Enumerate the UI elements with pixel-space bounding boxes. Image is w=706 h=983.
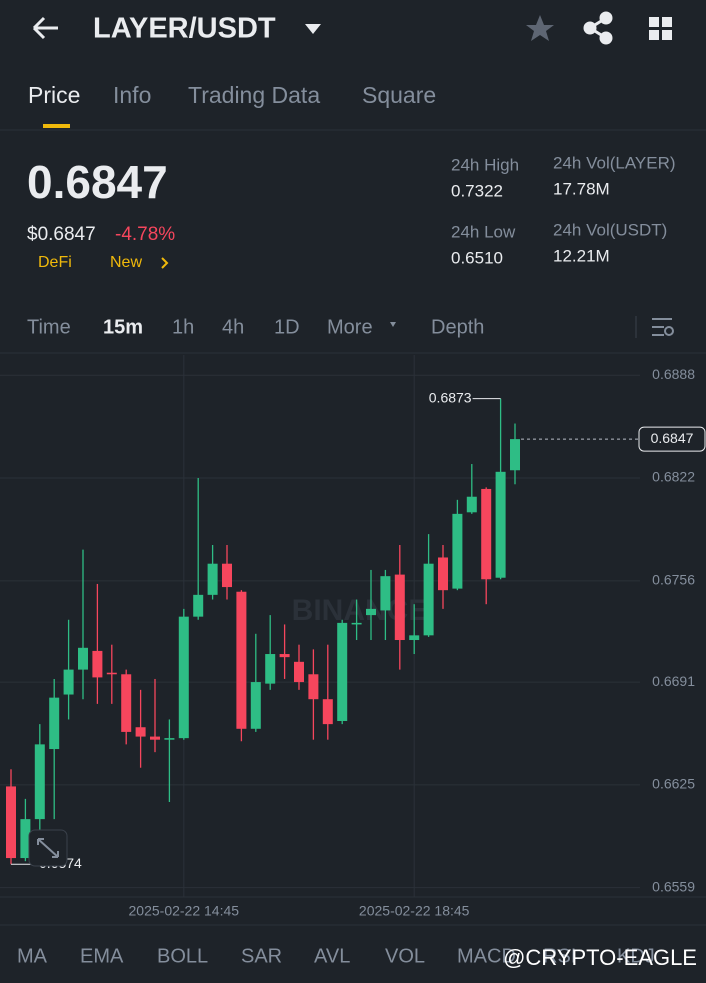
high-label: 0.6873 (429, 389, 472, 405)
timeframe[interactable]: More (327, 316, 373, 338)
candle-body (279, 654, 290, 658)
candle-body (366, 608, 376, 616)
tag[interactable]: New (110, 254, 142, 271)
indicator[interactable]: AVL (314, 945, 350, 967)
candle-body (351, 622, 362, 625)
stat-value: 0.6510 (451, 248, 503, 267)
candle-body (409, 635, 420, 641)
candle-body (150, 736, 160, 740)
candle-body (452, 513, 463, 589)
timeframe[interactable]: 1h (172, 316, 194, 338)
candle-body (322, 699, 333, 725)
candle-body (481, 488, 492, 580)
timeframe[interactable]: 15m (103, 316, 143, 338)
candle-body (510, 439, 520, 471)
current-price: 0.6847 (651, 430, 694, 446)
indicator[interactable]: MACD (457, 945, 516, 967)
y-tick-label: 0.6888 (652, 366, 695, 382)
price-change: -4.78% (115, 224, 175, 245)
share-icon[interactable] (583, 11, 613, 45)
tab[interactable]: Square (362, 82, 436, 108)
timeframe[interactable]: Time (27, 316, 71, 338)
y-tick-label: 0.6756 (652, 572, 695, 588)
y-tick-label: 0.6691 (652, 673, 695, 689)
candle-body (394, 574, 405, 641)
candle-body (337, 622, 348, 722)
star-icon[interactable] (526, 15, 554, 41)
candle-body (423, 563, 434, 636)
timeframe[interactable]: 4h (222, 316, 244, 338)
candle-body (178, 616, 189, 739)
candle-body (193, 594, 204, 617)
candle-body (106, 672, 117, 675)
candle-body (294, 661, 304, 683)
candle-body (49, 697, 60, 750)
stat-label: 24h Vol(LAYER) (553, 153, 676, 172)
price-box (638, 426, 706, 452)
candle-body (438, 557, 448, 591)
x-tick-label: 2025-02-22 18:45 (359, 903, 470, 919)
candle-body (380, 576, 391, 611)
stat-label: 24h High (451, 155, 519, 174)
candle-body (466, 496, 477, 513)
usd-price: $0.6847 (27, 224, 96, 245)
candle-body (308, 674, 319, 700)
y-tick-label: 0.6822 (652, 469, 695, 485)
indicator[interactable]: VOL (385, 945, 425, 967)
y-tick-label: 0.6625 (652, 776, 695, 792)
dropdown-icon[interactable] (305, 24, 321, 34)
candle-body (78, 647, 88, 670)
indicator[interactable]: RSI (543, 945, 576, 967)
candle-body (6, 786, 16, 859)
candle-body (92, 650, 103, 678)
candle-body (20, 819, 31, 859)
chart-watermark: BINANCE (292, 594, 429, 627)
candle-body (34, 744, 45, 820)
indicator[interactable]: KDJ (617, 945, 655, 967)
stat-value: 17.78M (553, 179, 610, 198)
candle-body (250, 682, 261, 729)
indicator[interactable]: SAR (241, 945, 282, 967)
back-arrow[interactable] (32, 16, 58, 40)
last-price: 0.6847 (27, 156, 168, 208)
tag[interactable]: DeFi (38, 254, 72, 271)
candle-body (135, 727, 146, 737)
candle-body (236, 591, 247, 729)
expand-icon (37, 838, 59, 858)
stat-label: 24h Low (451, 222, 516, 241)
candle-body (265, 654, 276, 684)
tab-underline (43, 124, 70, 128)
settings-icon[interactable] (652, 318, 674, 336)
tab[interactable]: Price (28, 82, 80, 108)
candle-body (63, 669, 74, 695)
pair-title[interactable]: LAYER/USDT (93, 13, 276, 45)
chevron (161, 257, 169, 269)
watermark: @CRYPTO-EAGLE (503, 945, 697, 970)
stat-value: 0.7322 (451, 181, 503, 200)
candle-body (495, 471, 506, 578)
x-tick-label: 2025-02-22 14:45 (129, 903, 240, 919)
timeframe[interactable]: 1D (274, 316, 300, 338)
timeframe[interactable]: Depth (431, 316, 484, 338)
stat-value: 12.21M (553, 246, 610, 265)
indicator[interactable]: EMA (80, 945, 124, 967)
grid-icon[interactable] (649, 17, 672, 40)
candle-body (164, 738, 175, 740)
candle-body (121, 674, 132, 732)
candle-body (222, 563, 232, 588)
candle-body (207, 563, 218, 595)
indicator[interactable]: BOLL (157, 945, 208, 967)
tab[interactable]: Info (113, 82, 151, 108)
y-tick-label: 0.6559 (652, 878, 695, 894)
more-caret (390, 322, 396, 327)
stat-label: 24h Vol(USDT) (553, 220, 667, 239)
tab[interactable]: Trading Data (188, 82, 320, 108)
indicator[interactable]: MA (17, 945, 48, 967)
